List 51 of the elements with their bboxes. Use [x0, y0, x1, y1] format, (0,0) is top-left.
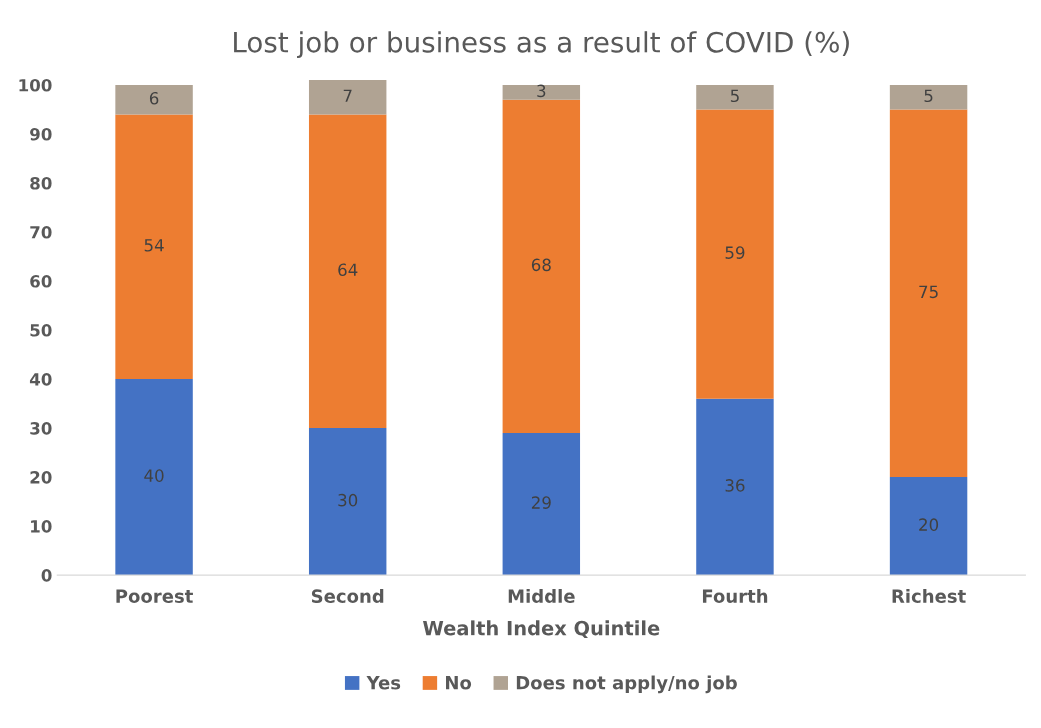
y-tick-label: 50 [30, 324, 52, 337]
bar [696, 84, 774, 110]
legend-label: Yes [366, 676, 401, 690]
legend-label: Does not apply/no job [516, 675, 737, 694]
y-tick-label: 0 [41, 569, 52, 582]
y-tick-label: 60 [30, 275, 52, 288]
y-tick-label: 80 [30, 176, 52, 190]
y-tick-label: 70 [30, 225, 52, 239]
data-label: 59 [725, 246, 745, 259]
bar [308, 114, 387, 429]
data-label: 30 [338, 493, 358, 507]
data-label: 5 [730, 89, 739, 103]
x-tick-label: Poorest [116, 589, 193, 603]
chart-title: Lost job or business as a result of COVID (%) [234, 31, 849, 59]
legend-label: No [446, 676, 472, 690]
bar [889, 84, 968, 110]
bar [308, 428, 387, 576]
bar [696, 109, 774, 399]
data-label: 40 [144, 469, 164, 482]
data-label: 5 [924, 89, 933, 103]
data-label: 20 [919, 518, 939, 531]
data-label: 64 [338, 263, 358, 277]
y-tick-label: 20 [30, 471, 52, 484]
x-tick-label: Fourth [702, 589, 768, 603]
data-label: 3 [537, 84, 546, 98]
y-tick-label: 30 [30, 422, 52, 435]
bar [308, 80, 387, 115]
y-tick-label: 100 [19, 78, 52, 92]
x-tick-label: Middle [508, 589, 575, 603]
x-axis-title: Wealth Index Quintile [422, 620, 660, 638]
bar [115, 84, 193, 115]
bar [502, 432, 581, 576]
x-tick-label: Richest [892, 589, 966, 603]
bar [889, 109, 968, 478]
data-label: 29 [531, 496, 551, 509]
data-label: 6 [149, 91, 159, 105]
bar [696, 398, 774, 576]
data-label: 54 [144, 239, 164, 252]
data-label: 75 [919, 285, 938, 299]
bar [115, 114, 193, 380]
x-tick-label: Second [311, 589, 384, 603]
data-label: 36 [725, 479, 745, 492]
data-label: 7 [343, 89, 352, 102]
bar [502, 99, 581, 433]
y-tick-label: 10 [31, 520, 52, 533]
y-tick-label: 40 [29, 373, 52, 386]
bar [115, 379, 193, 576]
bar [502, 84, 581, 100]
data-label: 68 [531, 258, 551, 272]
y-tick-label: 90 [30, 127, 52, 141]
bar [889, 477, 968, 576]
